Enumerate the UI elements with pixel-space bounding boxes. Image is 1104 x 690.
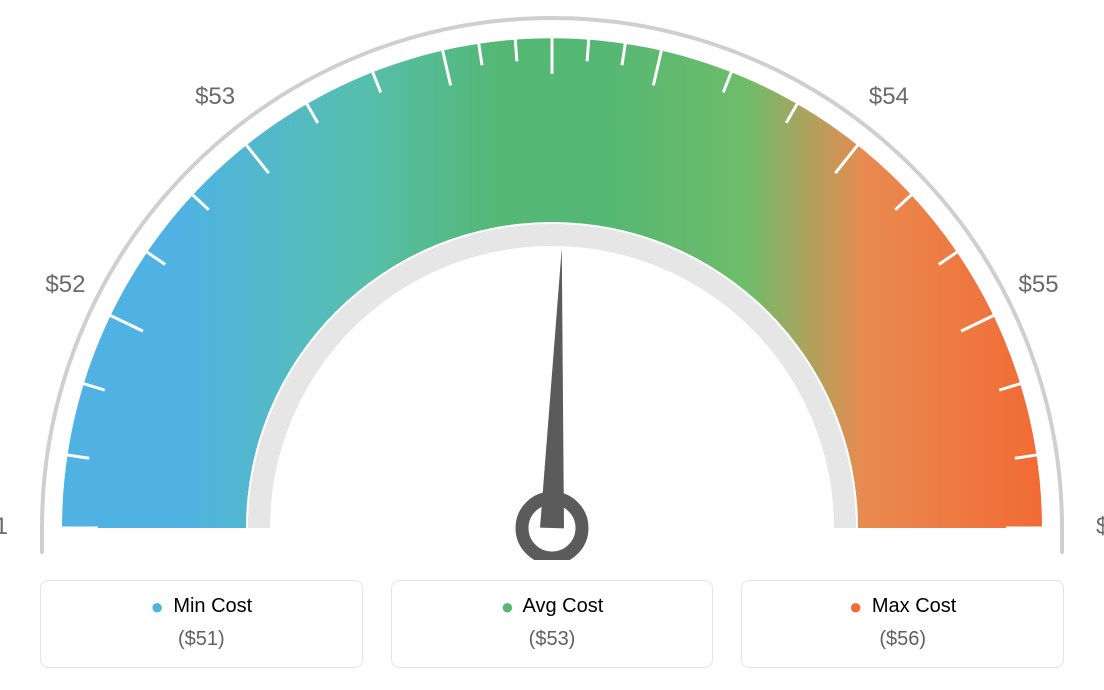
bullet-icon: ● [501, 594, 514, 619]
legend-text: Avg Cost [522, 595, 603, 617]
bullet-icon: ● [849, 594, 862, 619]
gauge-scale-label: $53 [195, 83, 235, 110]
gauge-scale-label: $51 [0, 513, 8, 540]
legend-value-min: ($51) [51, 628, 352, 651]
gauge-scale-label: $54 [869, 83, 909, 110]
gauge-needle [540, 248, 564, 528]
legend-card-avg: ● Avg Cost ($53) [391, 580, 714, 668]
legend-text: Max Cost [872, 595, 956, 617]
legend-value-max: ($56) [752, 628, 1053, 651]
cost-gauge: $51$52$53$53$54$55$56 [0, 0, 1104, 560]
legend-row: ● Min Cost ($51) ● Avg Cost ($53) ● Max … [0, 580, 1104, 668]
legend-card-min: ● Min Cost ($51) [40, 580, 363, 668]
legend-label-min: ● Min Cost [51, 595, 352, 618]
legend-text: Min Cost [173, 595, 252, 617]
legend-label-max: ● Max Cost [752, 595, 1053, 618]
bullet-icon: ● [150, 594, 163, 619]
legend-label-avg: ● Avg Cost [402, 595, 703, 618]
legend-card-max: ● Max Cost ($56) [741, 580, 1064, 668]
gauge-scale-label: $55 [1019, 271, 1059, 298]
legend-value-avg: ($53) [402, 628, 703, 651]
gauge-scale-label: $52 [45, 271, 85, 298]
gauge-scale-label: $56 [1096, 513, 1104, 540]
